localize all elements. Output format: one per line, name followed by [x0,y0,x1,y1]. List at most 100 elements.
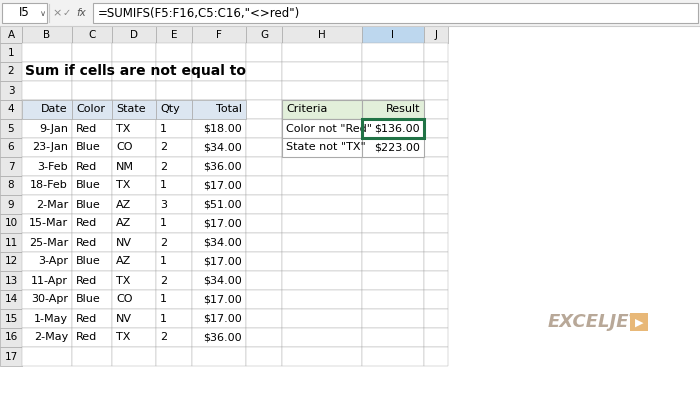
Text: $18.00: $18.00 [203,124,242,134]
Bar [156,195,192,214]
Bar [282,119,362,138]
Bar [112,290,156,309]
Bar [630,313,648,331]
Bar [22,81,72,100]
Bar [156,290,192,309]
Bar [22,233,72,252]
Bar [0,290,22,309]
Text: 15-Mar: 15-Mar [29,218,68,228]
Bar [112,100,156,119]
Bar [362,290,424,309]
Bar [424,347,448,366]
Text: $136.00: $136.00 [374,124,420,134]
Text: AZ: AZ [116,218,132,228]
Bar [362,119,424,138]
Bar [156,138,192,157]
Text: 2: 2 [160,162,167,172]
Text: =SUMIFS(F5:F16,C5:C16,"<>red"): =SUMIFS(F5:F16,C5:C16,"<>red") [98,6,300,20]
Bar [2,3,47,23]
Text: $34.00: $34.00 [203,238,242,248]
Bar [282,271,362,290]
Bar [362,119,424,138]
Bar [22,214,72,233]
Bar [282,119,362,138]
Bar [156,62,192,81]
Text: 13: 13 [4,276,18,286]
Text: 9: 9 [8,200,14,210]
Bar [246,62,282,81]
Bar [72,176,112,195]
Bar [156,252,192,271]
Text: ×: × [52,8,62,18]
Bar [0,347,22,366]
Bar [424,62,448,81]
Bar [282,62,362,81]
Bar [0,271,22,290]
Text: NV: NV [116,238,132,248]
Bar [192,100,246,119]
Bar [362,309,424,328]
Text: NV: NV [116,314,132,324]
Bar [246,309,282,328]
Text: 2: 2 [160,238,167,248]
Bar [362,328,424,347]
Bar [362,157,424,176]
Text: C: C [88,30,96,40]
Bar [22,309,72,328]
Bar [22,100,72,119]
Bar [192,138,246,157]
Bar [22,138,72,157]
Text: fx: fx [76,8,86,18]
Bar [0,100,22,119]
Bar [424,290,448,309]
Text: 16: 16 [4,332,18,342]
Bar [424,328,448,347]
Bar [424,81,448,100]
Text: 1: 1 [160,294,167,304]
Text: 1-May: 1-May [34,314,68,324]
Bar [112,43,156,62]
Text: 17: 17 [4,352,18,362]
Text: I: I [391,30,395,40]
Bar [156,233,192,252]
Text: TX: TX [116,276,130,286]
Text: Qty: Qty [160,104,180,114]
Text: EXCELJET: EXCELJET [548,313,642,331]
Bar [112,347,156,366]
Bar [112,81,156,100]
Bar [282,138,362,157]
Bar [0,43,22,62]
Bar [72,290,112,309]
Text: TX: TX [116,332,130,342]
Text: 1: 1 [160,180,167,190]
Bar [22,62,72,81]
Text: 12: 12 [4,256,18,266]
Text: NM: NM [116,162,134,172]
Bar [282,290,362,309]
Text: Red: Red [76,238,97,248]
Bar [424,271,448,290]
Bar [424,195,448,214]
Text: Date: Date [41,104,68,114]
Bar [22,43,72,62]
Bar [112,119,156,138]
Bar [0,309,22,328]
Text: Blue: Blue [76,180,101,190]
Bar [192,119,246,138]
Bar [72,138,112,157]
Text: 2: 2 [160,142,167,152]
Bar [72,81,112,100]
Text: Blue: Blue [76,200,101,210]
Text: Result: Result [386,104,420,114]
Bar [282,347,362,366]
Text: Sum if cells are not equal to: Sum if cells are not equal to [25,64,246,78]
Bar [72,43,112,62]
Bar [282,233,362,252]
Bar [156,100,192,119]
Bar [192,271,246,290]
Text: 1: 1 [160,314,167,324]
Text: G: G [260,30,268,40]
Text: Color not "Red": Color not "Red" [286,124,372,134]
Bar [246,157,282,176]
Bar [246,214,282,233]
